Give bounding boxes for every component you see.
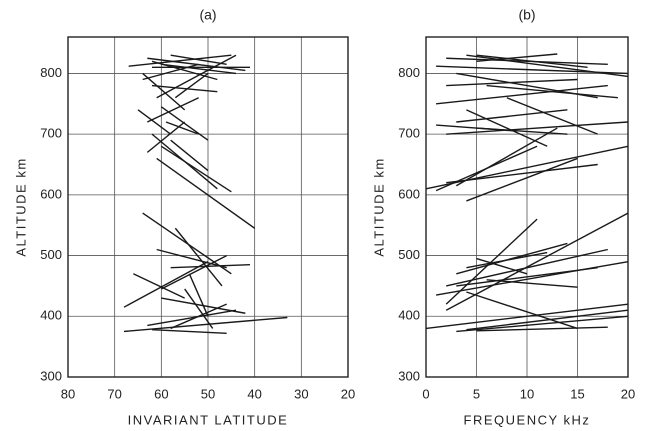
segment bbox=[137, 109, 172, 135]
segment bbox=[133, 273, 185, 299]
segment bbox=[456, 315, 629, 333]
segment bbox=[128, 54, 232, 67]
segment bbox=[123, 261, 209, 308]
segment bbox=[446, 78, 578, 87]
y-tick-label: 700 bbox=[40, 126, 62, 141]
segment bbox=[147, 97, 199, 123]
segment bbox=[436, 84, 608, 105]
y-axis-title: ALTITUDE km bbox=[371, 157, 386, 256]
segment bbox=[486, 279, 578, 288]
x-tick-label: 20 bbox=[341, 386, 355, 401]
y-tick-label: 500 bbox=[40, 247, 62, 262]
segment bbox=[476, 53, 558, 62]
segment bbox=[506, 97, 598, 135]
segment bbox=[184, 288, 214, 329]
plot-frame bbox=[425, 36, 629, 378]
x-tick-label: 50 bbox=[201, 386, 215, 401]
x-tick-label: 40 bbox=[247, 386, 261, 401]
segment bbox=[456, 267, 598, 287]
segment bbox=[160, 145, 232, 193]
segment bbox=[456, 109, 568, 123]
panel-title: (b) bbox=[518, 7, 535, 23]
segment bbox=[466, 309, 629, 331]
segment bbox=[446, 121, 629, 135]
segment bbox=[435, 145, 538, 192]
segment bbox=[156, 54, 237, 99]
segment bbox=[170, 54, 227, 66]
segment bbox=[446, 163, 598, 184]
segment bbox=[466, 54, 629, 78]
segment bbox=[476, 127, 568, 135]
segment bbox=[466, 291, 578, 330]
segment bbox=[174, 72, 209, 99]
plot-frame bbox=[67, 36, 349, 378]
segment bbox=[151, 84, 218, 93]
x-tick-label: 70 bbox=[107, 386, 121, 401]
segment bbox=[170, 303, 227, 330]
segment bbox=[165, 121, 199, 135]
y-tick-label: 300 bbox=[40, 368, 62, 383]
segment bbox=[476, 326, 608, 332]
y-axis-title: ALTITUDE km bbox=[13, 157, 28, 256]
x-tick-label: 15 bbox=[570, 386, 584, 401]
segment bbox=[476, 54, 588, 69]
segment bbox=[161, 63, 237, 75]
x-tick-label: 10 bbox=[520, 386, 534, 401]
segment bbox=[425, 303, 629, 330]
y-tick-label: 800 bbox=[40, 65, 62, 80]
x-tick-label: 60 bbox=[154, 386, 168, 401]
x-tick-label: 20 bbox=[621, 386, 635, 401]
y-tick-label: 800 bbox=[398, 65, 420, 80]
x-tick-label: 80 bbox=[61, 386, 75, 401]
segment bbox=[445, 212, 629, 311]
segment bbox=[147, 309, 237, 327]
segment bbox=[446, 248, 608, 287]
x-axis-title: FREQUENCY kHz bbox=[464, 412, 591, 427]
segment bbox=[476, 257, 528, 275]
segment bbox=[170, 139, 209, 172]
segment bbox=[174, 227, 223, 287]
y-tick-label: 400 bbox=[398, 308, 420, 323]
y-tick-label: 400 bbox=[40, 308, 62, 323]
segment bbox=[151, 328, 227, 334]
segment bbox=[161, 254, 227, 290]
y-tick-label: 300 bbox=[398, 368, 420, 383]
segment bbox=[156, 248, 227, 269]
y-tick-label: 500 bbox=[398, 247, 420, 262]
y-tick-label: 600 bbox=[40, 186, 62, 201]
segment bbox=[142, 63, 199, 81]
segment bbox=[170, 263, 251, 269]
segment bbox=[455, 127, 558, 187]
segment bbox=[156, 157, 256, 229]
segment bbox=[486, 84, 618, 99]
panel-title: (a) bbox=[199, 7, 216, 23]
segment bbox=[435, 260, 629, 296]
segment bbox=[123, 316, 288, 333]
segment bbox=[466, 157, 578, 202]
segment bbox=[466, 109, 548, 147]
x-tick-label: 0 bbox=[422, 386, 429, 401]
x-axis-title: INVARIANT LATITUDE bbox=[128, 412, 289, 427]
y-tick-label: 700 bbox=[398, 126, 420, 141]
x-tick-label: 5 bbox=[473, 386, 480, 401]
segment bbox=[466, 251, 548, 269]
x-tick-label: 30 bbox=[294, 386, 308, 401]
segment bbox=[142, 72, 186, 111]
y-tick-label: 600 bbox=[398, 186, 420, 201]
segment bbox=[188, 273, 209, 317]
